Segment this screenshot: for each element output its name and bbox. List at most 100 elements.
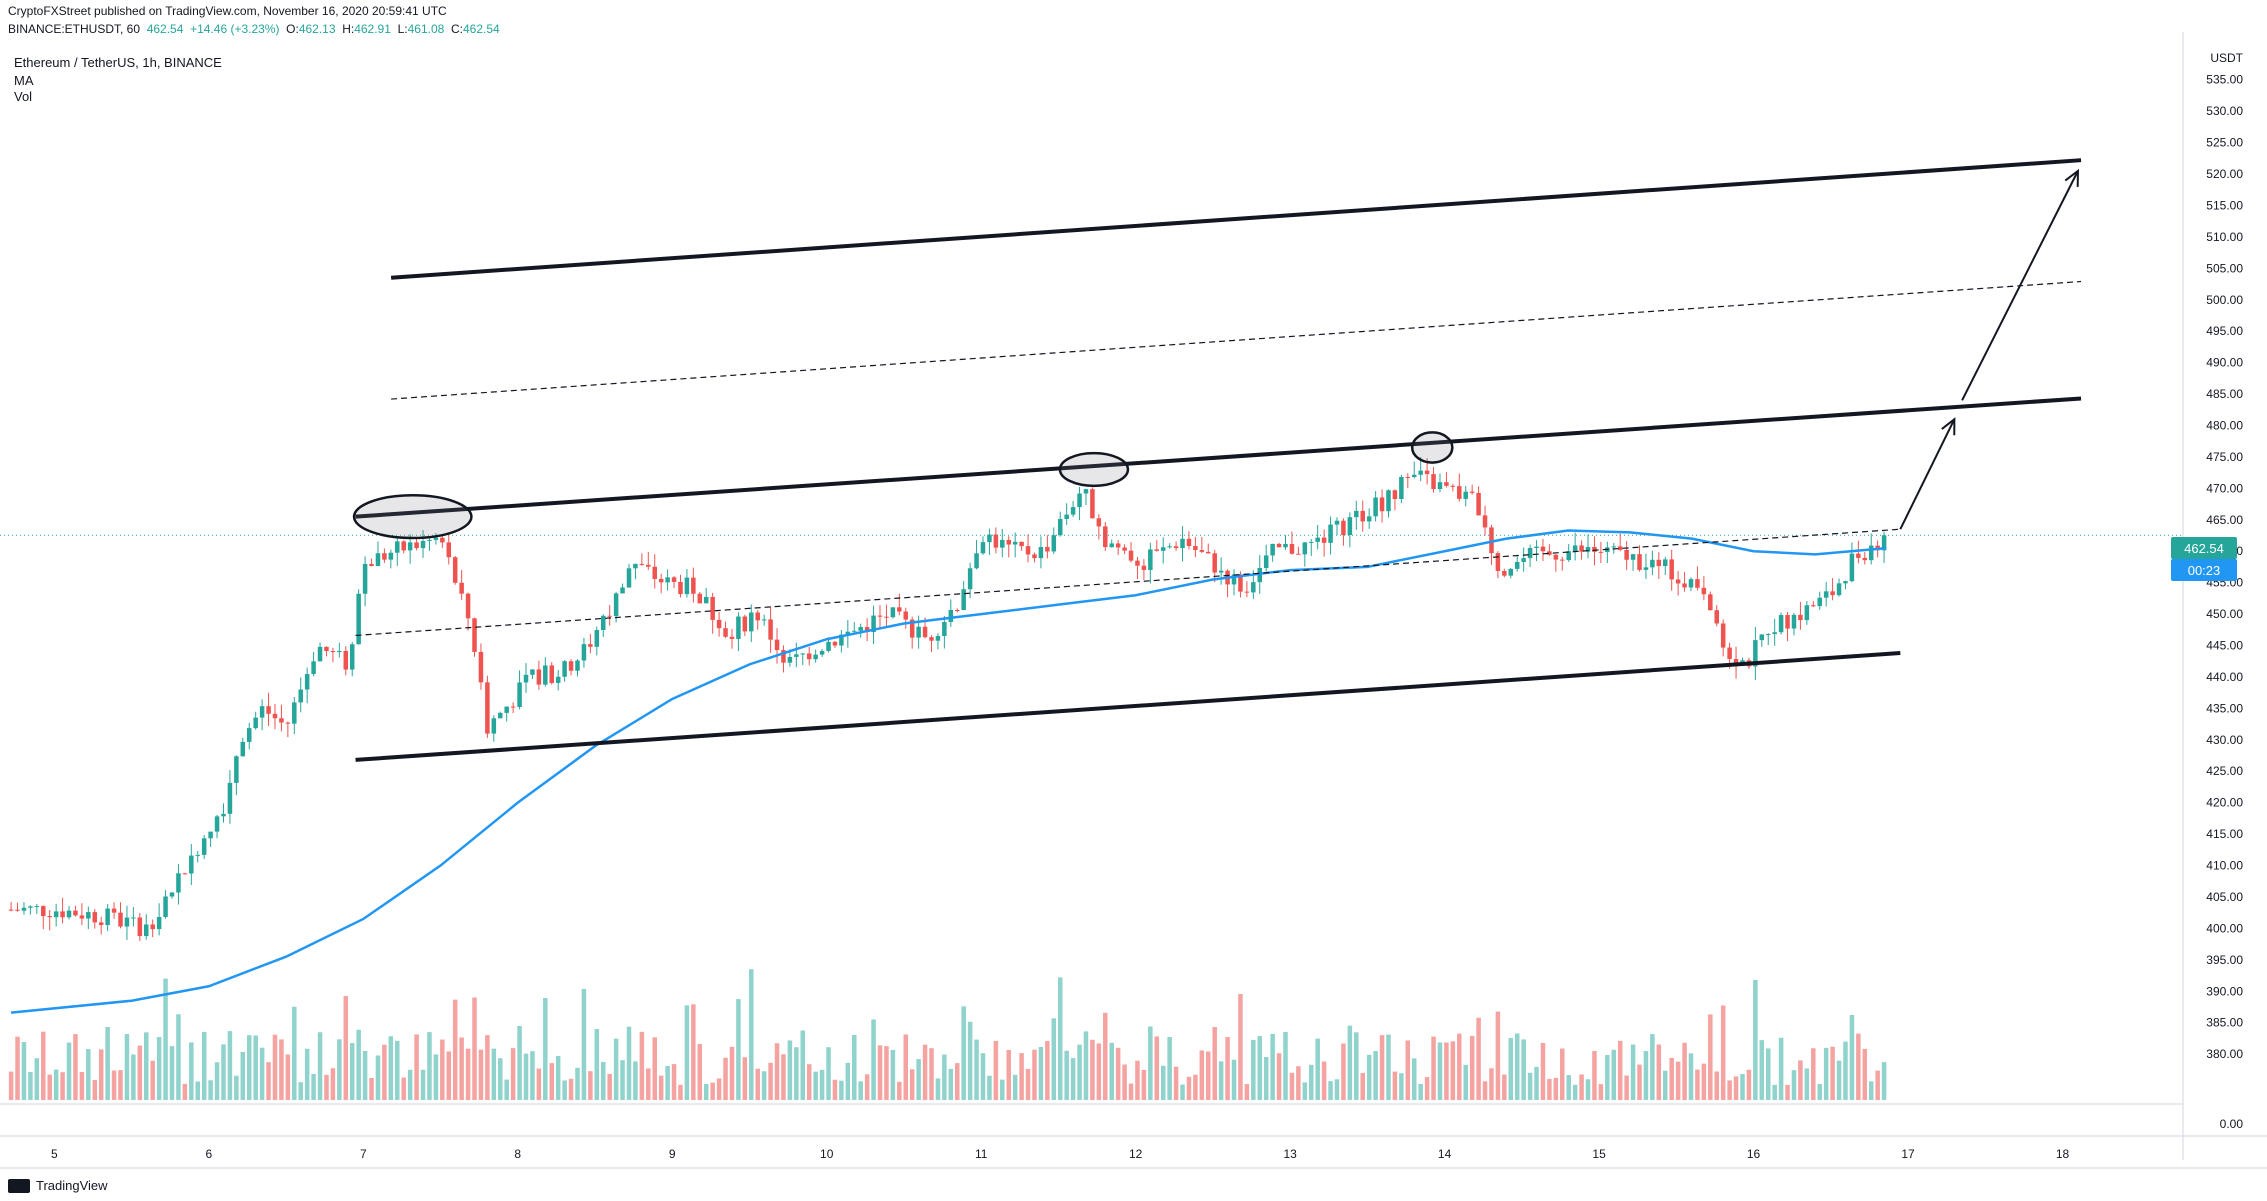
volume-bar bbox=[1540, 1042, 1546, 1100]
candle-body bbox=[1392, 490, 1398, 500]
candle-body bbox=[1708, 594, 1713, 611]
volume-bar bbox=[954, 1063, 960, 1100]
candle-body bbox=[845, 631, 851, 635]
footer-brand[interactable]: TradingView bbox=[8, 1178, 108, 1193]
volume-bar bbox=[665, 1066, 670, 1100]
volume-bar bbox=[1598, 1084, 1604, 1100]
volume-bar bbox=[549, 1063, 555, 1100]
volume-bar bbox=[1109, 1042, 1114, 1100]
volume-bar bbox=[414, 1034, 419, 1100]
candle-body bbox=[1103, 526, 1108, 548]
volume-bar bbox=[1778, 1037, 1784, 1100]
volume-bar bbox=[1527, 1072, 1533, 1100]
volume-bar bbox=[1849, 1014, 1855, 1100]
open-label: O: bbox=[286, 22, 299, 36]
candle-body bbox=[337, 650, 342, 653]
y-tick-label: 525.00 bbox=[2206, 136, 2243, 150]
volume-bar bbox=[1128, 1083, 1134, 1100]
volume-bar bbox=[465, 1048, 471, 1100]
candle-body bbox=[607, 615, 612, 617]
candle-body bbox=[1122, 547, 1127, 551]
candle-body bbox=[1263, 555, 1269, 568]
volume-bar bbox=[1096, 1043, 1102, 1100]
volume-bar bbox=[407, 1069, 413, 1100]
candle-body bbox=[221, 813, 226, 817]
volume-bar bbox=[369, 1078, 374, 1100]
volume-bar bbox=[1366, 1054, 1372, 1100]
candle-body bbox=[1804, 605, 1810, 621]
candle-body bbox=[1450, 485, 1456, 487]
candle-body bbox=[1025, 546, 1031, 555]
volume-bar bbox=[311, 1073, 316, 1100]
volume-bar bbox=[1881, 1062, 1887, 1100]
candle-body bbox=[1798, 614, 1803, 621]
volume-bar bbox=[575, 1067, 580, 1100]
candle-body bbox=[1128, 550, 1134, 561]
center-mid-line bbox=[355, 528, 1901, 637]
candle-body bbox=[1347, 517, 1353, 536]
candle-body bbox=[980, 542, 986, 554]
candle-body bbox=[1611, 546, 1617, 548]
volume-bar bbox=[517, 1025, 522, 1100]
candle-body bbox=[414, 542, 419, 549]
candle-body bbox=[620, 587, 625, 594]
candle-body bbox=[214, 816, 220, 832]
candle-body bbox=[530, 669, 535, 675]
publish-text: CryptoFXStreet published on TradingView.… bbox=[8, 4, 447, 18]
volume-bar bbox=[723, 1057, 728, 1100]
candle-body bbox=[575, 660, 580, 671]
volume-bar bbox=[536, 1068, 542, 1100]
candle-body bbox=[407, 542, 413, 551]
candle-body bbox=[562, 661, 567, 677]
candle-body bbox=[1843, 581, 1848, 584]
volume-bar bbox=[304, 1048, 310, 1100]
volume-bar bbox=[1064, 1050, 1069, 1100]
volume-bar bbox=[1070, 1058, 1076, 1100]
candle-body bbox=[343, 650, 349, 670]
upper-channel-line bbox=[390, 158, 2082, 280]
volume-bar bbox=[897, 1081, 902, 1100]
volume-bar bbox=[697, 1043, 703, 1100]
x-tick-label: 13 bbox=[1283, 1147, 1297, 1161]
volume-bar bbox=[633, 1061, 638, 1100]
candle-body bbox=[723, 628, 728, 637]
candle-body bbox=[1206, 551, 1211, 554]
volume-bar bbox=[86, 1049, 91, 1100]
candle-body bbox=[118, 912, 123, 927]
legend-ma[interactable]: MA bbox=[14, 73, 34, 88]
y-tick-label: 535.00 bbox=[2206, 73, 2243, 87]
volume-bar bbox=[491, 1048, 497, 1100]
volume-bar bbox=[613, 1038, 619, 1100]
candle-body bbox=[1270, 543, 1275, 556]
candle-body bbox=[1148, 549, 1153, 570]
volume-bar bbox=[1025, 1068, 1031, 1100]
volume-bar bbox=[1469, 1035, 1475, 1100]
volume-bar bbox=[1257, 1036, 1263, 1100]
volume-bar bbox=[678, 1084, 683, 1100]
volume-bar bbox=[285, 1054, 291, 1100]
candle-body bbox=[1572, 545, 1578, 552]
open-value: 462.13 bbox=[298, 22, 336, 36]
candle-body bbox=[189, 855, 194, 874]
candle-body bbox=[1868, 545, 1874, 561]
volume-bar bbox=[1218, 1061, 1224, 1100]
candle-body bbox=[8, 909, 14, 911]
candle-body bbox=[1212, 553, 1217, 573]
candle-body bbox=[1296, 553, 1301, 555]
volume-bar bbox=[1617, 1040, 1623, 1100]
highlight-ellipse bbox=[1058, 451, 1130, 488]
volume-bar bbox=[1411, 1058, 1417, 1100]
candle-body bbox=[1173, 546, 1179, 549]
legend-vol[interactable]: Vol bbox=[14, 89, 33, 104]
candle-body bbox=[916, 626, 921, 638]
candle-body bbox=[1379, 497, 1385, 512]
volume-bar bbox=[1135, 1060, 1140, 1100]
price-badge: 462.54 bbox=[2171, 537, 2237, 559]
candle-body bbox=[98, 922, 104, 926]
candle-body bbox=[1592, 546, 1597, 552]
volume-bar bbox=[137, 1045, 143, 1100]
y-tick-label: 510.00 bbox=[2206, 230, 2243, 244]
x-tick-label: 7 bbox=[360, 1147, 367, 1161]
